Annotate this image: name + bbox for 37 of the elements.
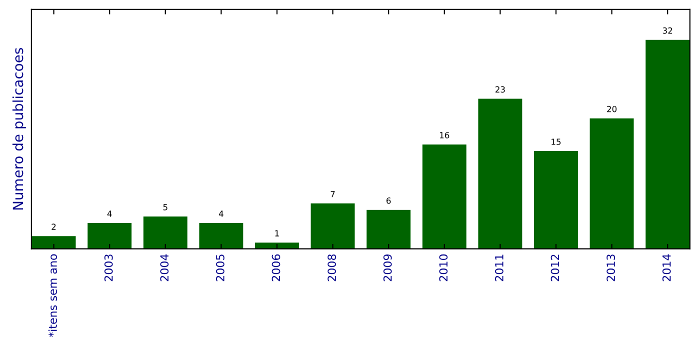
data-label: 16	[440, 132, 450, 138]
bar	[310, 202, 356, 249]
x-tick-label: 2003	[104, 254, 113, 282]
data-label: 1	[275, 230, 279, 236]
bar	[254, 242, 300, 249]
data-label: 4	[107, 210, 112, 217]
data-label: 2	[52, 224, 56, 230]
bar	[478, 98, 523, 249]
x-tick-label: 2013	[606, 254, 616, 282]
x-tick-label: 2012	[550, 254, 560, 282]
data-label: 7	[330, 191, 335, 198]
bar	[31, 235, 76, 249]
data-label: 23	[495, 86, 505, 93]
data-label: 4	[218, 210, 224, 217]
x-tick-label: 2006	[272, 254, 280, 282]
x-tick-label: 2014	[662, 254, 671, 282]
bar	[198, 222, 244, 249]
bar	[422, 144, 468, 249]
x-tick-label: 2008	[328, 254, 336, 282]
data-label: 6	[386, 197, 391, 204]
x-tick-label: 2005	[216, 254, 224, 282]
x-tick-label: 2004	[160, 254, 169, 282]
x-tick-label: 2009	[383, 254, 392, 282]
x-tick-label: *itens sem ano	[48, 254, 57, 338]
x-tick-label: 2010	[439, 254, 448, 282]
data-label: 5	[163, 204, 168, 210]
bar	[644, 39, 690, 249]
bar	[142, 216, 188, 249]
bar	[589, 118, 634, 249]
y-axis-title: Numero de publicacoes	[12, 48, 26, 210]
x-tick-label: 2011	[495, 254, 504, 282]
bar	[366, 209, 412, 249]
data-label: 15	[552, 138, 561, 145]
bar	[533, 150, 579, 249]
data-label: 20	[607, 106, 617, 112]
bar	[86, 222, 132, 249]
data-label: 32	[662, 27, 672, 34]
